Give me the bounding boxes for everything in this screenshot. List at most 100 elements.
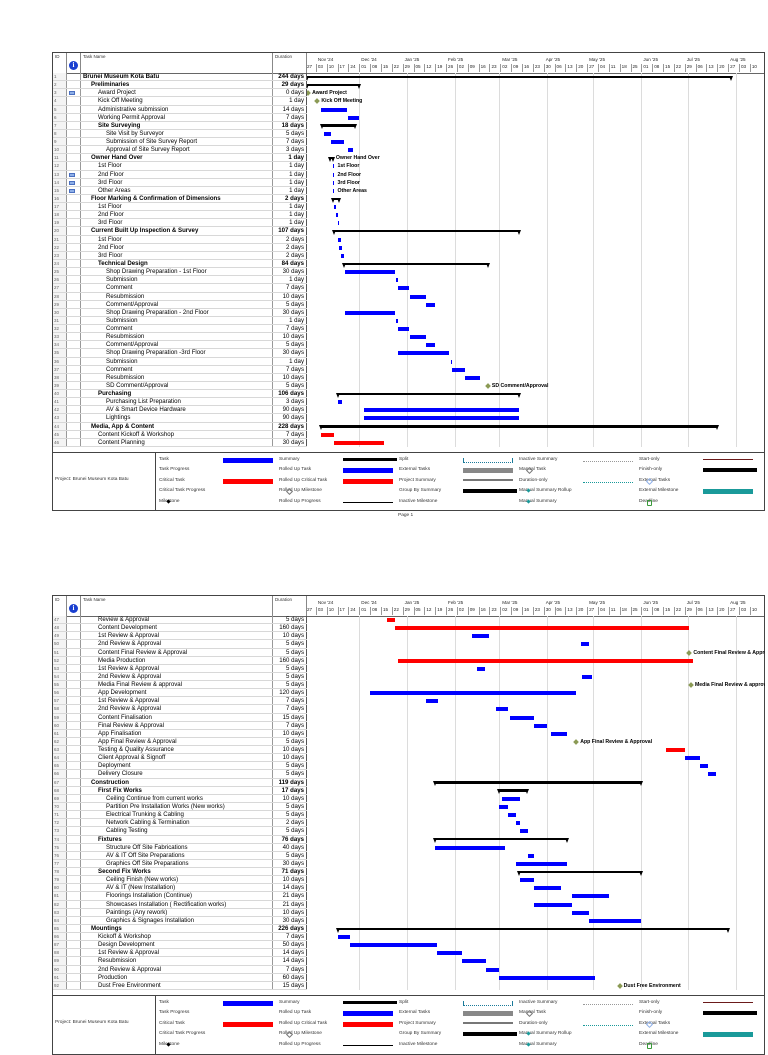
- task-row[interactable]: 24 Technical Design 84 days: [53, 259, 307, 269]
- task-duration[interactable]: 10 days: [273, 876, 307, 884]
- task-duration[interactable]: 7 days: [273, 365, 307, 373]
- task-row[interactable]: 34 Comment/Approval 5 days: [53, 341, 307, 350]
- task-duration[interactable]: 5 days: [273, 300, 307, 308]
- task-name[interactable]: 1st Review & Approval: [81, 697, 273, 705]
- task-row[interactable]: 69 Ceiling Continue from current works 10 …: [53, 794, 307, 803]
- task-row[interactable]: 60 Final Review & Approval 7 days: [53, 721, 307, 730]
- task-bar[interactable]: [534, 902, 572, 907]
- task-name[interactable]: Shop Drawing Preparation - 1st Floor: [81, 268, 273, 276]
- task-duration[interactable]: 7 days: [273, 284, 307, 292]
- task-duration[interactable]: 15 days: [273, 713, 307, 721]
- task-name[interactable]: 3rd Floor: [81, 219, 273, 227]
- task-name[interactable]: Purchasing List Preparation: [81, 398, 273, 406]
- task-name[interactable]: Award Project: [81, 89, 273, 97]
- task-name[interactable]: Resubmission: [81, 292, 273, 300]
- task-name[interactable]: Submission: [81, 357, 273, 365]
- task-duration[interactable]: 2 days: [273, 194, 307, 203]
- task-bar[interactable]: [398, 286, 409, 291]
- task-name[interactable]: Structure Off Site Fabrications: [81, 843, 273, 851]
- task-duration[interactable]: 10 days: [273, 632, 307, 640]
- task-duration[interactable]: 1 day: [273, 316, 307, 325]
- task-duration[interactable]: 17 days: [273, 786, 307, 794]
- task-name[interactable]: Floor Marking & Confirmation of Dimensio…: [81, 194, 273, 203]
- task-name[interactable]: Media Final Review & approval: [81, 681, 273, 689]
- task-duration[interactable]: 5 days: [273, 827, 307, 835]
- task-duration[interactable]: 21 days: [273, 900, 307, 908]
- task-name[interactable]: Graphics Off Site Preparations: [81, 859, 273, 868]
- task-row[interactable]: 30 Shop Drawing Preparation - 2nd Floor 30…: [53, 308, 307, 317]
- task-bar[interactable]: [332, 172, 335, 177]
- task-duration[interactable]: 7 days: [273, 965, 307, 973]
- task-duration[interactable]: 5 days: [273, 616, 307, 624]
- task-name[interactable]: 1st Floor: [81, 162, 273, 170]
- column-header-indicators[interactable]: i: [67, 53, 81, 73]
- task-duration[interactable]: 7 days: [273, 430, 307, 438]
- summary-bar[interactable]: [330, 197, 342, 204]
- task-bar[interactable]: [337, 400, 343, 405]
- task-name[interactable]: Comment: [81, 365, 273, 373]
- task-name[interactable]: Partition Pre Installation Works (New wo…: [81, 802, 273, 811]
- task-row[interactable]: 45 Content Kickoff & Workshop 7 days: [53, 430, 307, 439]
- task-name[interactable]: Site Visit by Surveyor: [81, 129, 273, 138]
- task-name[interactable]: Resubmission: [81, 373, 273, 381]
- task-bar[interactable]: [520, 829, 529, 834]
- task-duration[interactable]: 5 days: [273, 681, 307, 689]
- task-name[interactable]: Resubmission: [81, 333, 273, 341]
- column-header-task-name[interactable]: Task Name: [81, 596, 273, 616]
- task-row[interactable]: 38 Resubmission 10 days: [53, 373, 307, 382]
- column-header-duration[interactable]: Duration: [273, 596, 307, 616]
- task-bar[interactable]: [508, 813, 516, 818]
- task-name[interactable]: 2nd Floor: [81, 211, 273, 219]
- task-duration[interactable]: 244 days: [273, 73, 307, 81]
- summary-bar[interactable]: [341, 262, 491, 269]
- task-duration[interactable]: 10 days: [273, 794, 307, 802]
- task-duration[interactable]: 5 days: [273, 640, 307, 648]
- task-row[interactable]: 70 Partition Pre Installation Works (New …: [53, 802, 307, 812]
- task-row[interactable]: 32 Comment 7 days: [53, 325, 307, 334]
- task-bar[interactable]: [370, 691, 577, 696]
- task-duration[interactable]: 226 days: [273, 924, 307, 933]
- task-name[interactable]: Comment/Approval: [81, 341, 273, 349]
- task-name[interactable]: Owner Hand Over: [81, 154, 273, 162]
- task-row[interactable]: 61 App Finalisation 10 days: [53, 729, 307, 738]
- task-bar[interactable]: [520, 878, 535, 883]
- task-bar[interactable]: [345, 310, 395, 315]
- task-row[interactable]: 36 Submission 1 day: [53, 357, 307, 366]
- task-row[interactable]: 86 Kickoff & Workshop 7 days: [53, 933, 307, 942]
- task-row[interactable]: 47 Review & Approval 5 days: [53, 616, 307, 625]
- task-duration[interactable]: 30 days: [273, 859, 307, 868]
- summary-bar[interactable]: [496, 789, 529, 796]
- task-name[interactable]: 3rd Floor: [81, 178, 273, 186]
- task-row[interactable]: 78 Second Fix Works 71 days: [53, 868, 307, 877]
- task-bar[interactable]: [349, 943, 437, 948]
- task-row[interactable]: 59 Content Finalisation 15 days: [53, 713, 307, 722]
- task-row[interactable]: 46 Content Planning 30 days: [53, 438, 307, 447]
- task-name[interactable]: Fixtures: [81, 835, 273, 843]
- task-name[interactable]: Content Finalisation: [81, 713, 273, 721]
- task-duration[interactable]: 1 day: [273, 276, 307, 284]
- task-bar[interactable]: [363, 408, 519, 413]
- task-duration[interactable]: 1 day: [273, 186, 307, 194]
- task-bar[interactable]: [363, 416, 519, 421]
- task-duration[interactable]: 5 days: [273, 802, 307, 811]
- task-row[interactable]: 15 Other Areas 1 day: [53, 186, 307, 195]
- task-name[interactable]: 1st Floor: [81, 235, 273, 243]
- task-duration[interactable]: 5 days: [273, 341, 307, 349]
- summary-bar[interactable]: [307, 83, 361, 90]
- task-duration[interactable]: 1 day: [273, 162, 307, 170]
- task-name[interactable]: Shop Drawing Preparation - 2nd Floor: [81, 308, 273, 316]
- task-bar[interactable]: [332, 164, 335, 169]
- task-name[interactable]: Client Approval & Signoff: [81, 754, 273, 762]
- summary-bar[interactable]: [335, 927, 730, 934]
- task-row[interactable]: 56 App Development 120 days: [53, 689, 307, 698]
- task-duration[interactable]: 5 days: [273, 737, 307, 746]
- task-name[interactable]: Kick Off Meeting: [81, 97, 273, 105]
- task-bar[interactable]: [700, 764, 708, 769]
- task-duration[interactable]: 10 days: [273, 754, 307, 762]
- task-duration[interactable]: 5 days: [273, 851, 307, 859]
- summary-bar[interactable]: [307, 75, 733, 82]
- task-name[interactable]: Electrical Trunking & Cabling: [81, 811, 273, 819]
- task-name[interactable]: Submission: [81, 276, 273, 284]
- task-row[interactable]: 64 Client Approval & Signoff 10 days: [53, 754, 307, 763]
- task-duration[interactable]: 107 days: [273, 227, 307, 235]
